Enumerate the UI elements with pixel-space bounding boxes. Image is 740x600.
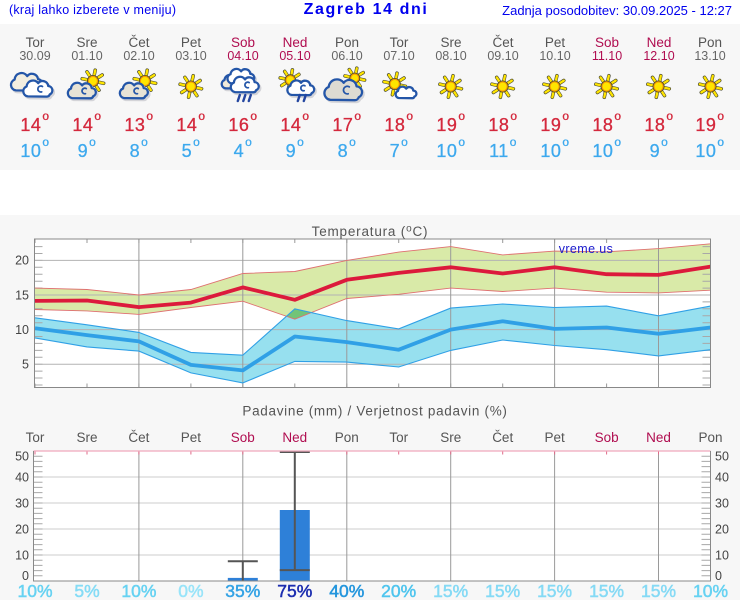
svg-text:10: 10 bbox=[715, 548, 729, 562]
svg-text:20: 20 bbox=[715, 522, 729, 536]
svg-text:Pet: Pet bbox=[181, 430, 202, 445]
svg-text:75%: 75% bbox=[277, 581, 312, 600]
svg-text:Padavine (mm) / Verjetnost pad: Padavine (mm) / Verjetnost padavin (%) bbox=[242, 404, 507, 419]
svg-text:40: 40 bbox=[15, 470, 29, 484]
svg-text:Čet: Čet bbox=[128, 430, 149, 445]
svg-text:20: 20 bbox=[15, 254, 29, 268]
svg-text:15%: 15% bbox=[485, 581, 520, 600]
svg-text:Ned: Ned bbox=[646, 430, 671, 445]
svg-text:15%: 15% bbox=[641, 581, 676, 600]
svg-text:30: 30 bbox=[715, 496, 729, 510]
svg-text:5: 5 bbox=[22, 358, 29, 372]
svg-text:Temperatura (oC): Temperatura (oC) bbox=[312, 224, 429, 240]
svg-text:15%: 15% bbox=[537, 581, 572, 600]
svg-text:10%: 10% bbox=[693, 581, 728, 600]
svg-text:40%: 40% bbox=[329, 581, 364, 600]
svg-text:Pet: Pet bbox=[544, 430, 565, 445]
svg-text:50: 50 bbox=[715, 449, 729, 463]
svg-text:Tor: Tor bbox=[389, 430, 408, 445]
svg-text:50: 50 bbox=[15, 449, 29, 463]
svg-text:10: 10 bbox=[15, 548, 29, 562]
svg-text:30: 30 bbox=[15, 496, 29, 510]
svg-text:Sre: Sre bbox=[76, 430, 97, 445]
svg-text:10%: 10% bbox=[17, 581, 52, 600]
svg-text:vreme.us: vreme.us bbox=[559, 242, 614, 256]
svg-text:Sre: Sre bbox=[440, 430, 461, 445]
svg-text:20%: 20% bbox=[381, 581, 416, 600]
svg-text:Sob: Sob bbox=[595, 430, 619, 445]
svg-text:40: 40 bbox=[715, 470, 729, 484]
svg-text:15%: 15% bbox=[433, 581, 468, 600]
svg-text:15%: 15% bbox=[589, 581, 624, 600]
svg-text:5%: 5% bbox=[74, 581, 99, 600]
svg-text:10%: 10% bbox=[121, 581, 156, 600]
svg-text:0%: 0% bbox=[178, 581, 203, 600]
svg-text:10: 10 bbox=[15, 323, 29, 337]
svg-text:Sob: Sob bbox=[231, 430, 255, 445]
svg-text:Pon: Pon bbox=[698, 430, 722, 445]
svg-text:Čet: Čet bbox=[492, 430, 513, 445]
svg-text:35%: 35% bbox=[225, 581, 260, 600]
svg-text:Tor: Tor bbox=[26, 430, 45, 445]
svg-text:0: 0 bbox=[22, 569, 29, 583]
svg-text:15: 15 bbox=[15, 288, 29, 302]
svg-text:20: 20 bbox=[15, 522, 29, 536]
svg-text:Pon: Pon bbox=[335, 430, 359, 445]
svg-text:Ned: Ned bbox=[282, 430, 307, 445]
svg-text:0: 0 bbox=[715, 569, 722, 583]
